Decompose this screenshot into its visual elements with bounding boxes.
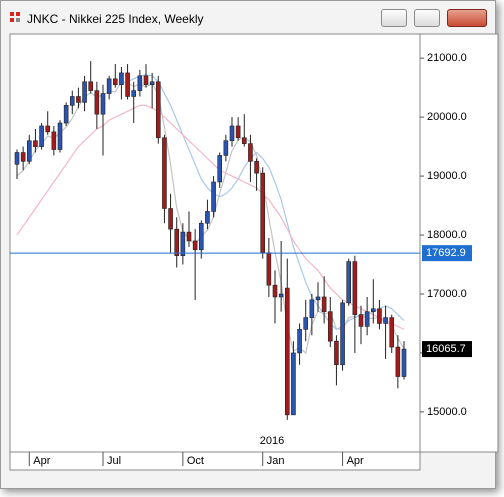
x-tick-label: Jul: [107, 455, 121, 467]
maximize-button[interactable]: [414, 9, 440, 27]
candle-body: [229, 125, 235, 142]
candle-body: [119, 72, 124, 86]
price-line-tag: [422, 245, 472, 262]
candle-body: [241, 137, 247, 144]
candle-body: [168, 208, 173, 230]
x-tick-label: Jan: [267, 455, 285, 467]
y-tick-label: 20000.0: [427, 111, 467, 123]
candle-body: [383, 317, 388, 324]
candle-body: [272, 284, 278, 298]
moving-average: [127, 74, 405, 331]
candle-body: [20, 152, 26, 162]
candle-body: [131, 90, 137, 97]
candle-body: [14, 152, 20, 165]
candle-body: [137, 75, 143, 91]
candle-body: [174, 228, 180, 256]
candle-body: [192, 240, 198, 251]
candle-body: [334, 340, 339, 366]
candle-body: [401, 348, 407, 377]
candle-body: [223, 140, 229, 156]
candle-body: [248, 143, 253, 162]
candle-body: [327, 311, 333, 342]
candle-body: [45, 125, 51, 133]
x-tick-label: Apr: [33, 455, 50, 467]
last-price-label: 16065.7: [426, 343, 466, 355]
app-icon: [10, 12, 20, 22]
candle-body: [278, 293, 284, 298]
candle-body: [284, 287, 290, 416]
candle-body: [63, 105, 69, 124]
candle-body: [51, 131, 57, 150]
x-tick-label: Apr: [347, 455, 364, 467]
candle-body: [88, 81, 94, 91]
candle-body: [297, 329, 302, 354]
minimize-button[interactable]: [381, 9, 407, 27]
candle-body: [205, 211, 210, 224]
candle-body: [198, 222, 204, 251]
y-tick-label: 19000.0: [427, 170, 467, 182]
candle-body: [76, 96, 81, 103]
candle-body: [254, 161, 259, 174]
candle-body: [155, 81, 161, 139]
candle-body: [395, 346, 401, 377]
candle-body: [186, 231, 192, 242]
candle-body: [106, 78, 112, 94]
price-line-label: 17692.9: [426, 247, 466, 259]
price-axis: [419, 33, 499, 453]
candle-body: [266, 252, 272, 286]
year-label: 2016: [260, 435, 284, 447]
candle-body: [364, 311, 370, 327]
candle-body: [143, 75, 149, 86]
candle-body: [217, 155, 223, 183]
candle-body: [180, 231, 186, 256]
candle-body: [112, 78, 118, 86]
candle-body: [260, 172, 266, 254]
candle-body: [94, 90, 100, 115]
candle-body: [26, 140, 32, 162]
candle-body: [389, 317, 395, 348]
moving-average: [16, 104, 405, 330]
candle-body: [57, 122, 63, 150]
y-tick-label: 15000.0: [427, 406, 467, 418]
candle-body: [303, 317, 309, 330]
x-tick-label: Oct: [187, 455, 204, 467]
candle-body: [39, 125, 44, 147]
candle-body: [291, 352, 296, 416]
candle-body: [100, 93, 106, 115]
time-axis: [9, 451, 421, 471]
candle-body: [309, 299, 315, 318]
candle-body: [340, 302, 345, 366]
candle-body: [321, 296, 327, 312]
candle-body: [33, 140, 38, 147]
candle-body: [162, 137, 167, 209]
close-button[interactable]: [447, 9, 487, 27]
candle-body: [358, 314, 364, 327]
y-tick-label: 17000.0: [427, 288, 467, 300]
candle-body: [149, 81, 155, 86]
candle-body: [377, 308, 382, 324]
candle-body: [125, 72, 130, 97]
y-tick-label: 21000.0: [427, 52, 467, 64]
window-title: JNKC - Nikkei 225 Index, Weekly: [27, 12, 204, 26]
candle-body: [370, 308, 376, 312]
candle-body: [82, 81, 87, 103]
candle-body: [69, 96, 75, 106]
candle-body: [346, 261, 352, 304]
candle-body: [211, 181, 216, 212]
candle-body: [352, 261, 358, 315]
y-tick-label: 18000.0: [427, 229, 467, 241]
moving-average: [16, 81, 405, 355]
candle-body: [235, 125, 241, 139]
candle-body: [315, 296, 321, 301]
last-price-tag: [422, 341, 472, 358]
